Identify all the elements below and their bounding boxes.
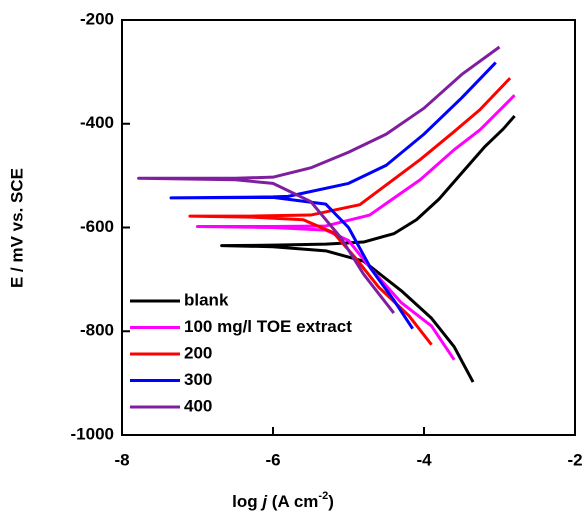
legend-label: blank <box>184 290 229 309</box>
x-label-part: j <box>260 492 268 511</box>
series-line <box>188 77 512 346</box>
x-label-part: log <box>232 492 262 511</box>
x-axis-label: log j (A cm-2) <box>232 490 334 512</box>
legend-label: 200 <box>184 343 212 362</box>
x-tick-label: -4 <box>416 450 432 469</box>
y-tick-label: -600 <box>80 217 114 236</box>
legend-label: 300 <box>184 370 212 389</box>
series-line <box>220 114 516 383</box>
y-tick-label: -400 <box>80 113 114 132</box>
y-tick-label: -1000 <box>71 424 114 443</box>
x-label-part: -2 <box>318 490 328 502</box>
x-tick-label: -2 <box>567 450 582 469</box>
series-line <box>196 94 516 361</box>
x-tick-label: -6 <box>265 450 280 469</box>
series-line <box>169 61 497 330</box>
x-label-part: (A cm <box>267 492 318 511</box>
series-line <box>137 45 501 315</box>
legend-label: 100 mg/l TOE extract <box>184 317 352 336</box>
y-tick-label: -800 <box>80 321 114 340</box>
legend-label: 400 <box>184 396 212 415</box>
x-tick-label: -8 <box>114 450 129 469</box>
y-tick-label: -200 <box>80 9 114 28</box>
y-axis-label: E / mV vs. SCE <box>7 168 26 288</box>
x-label-part: ) <box>328 492 334 511</box>
